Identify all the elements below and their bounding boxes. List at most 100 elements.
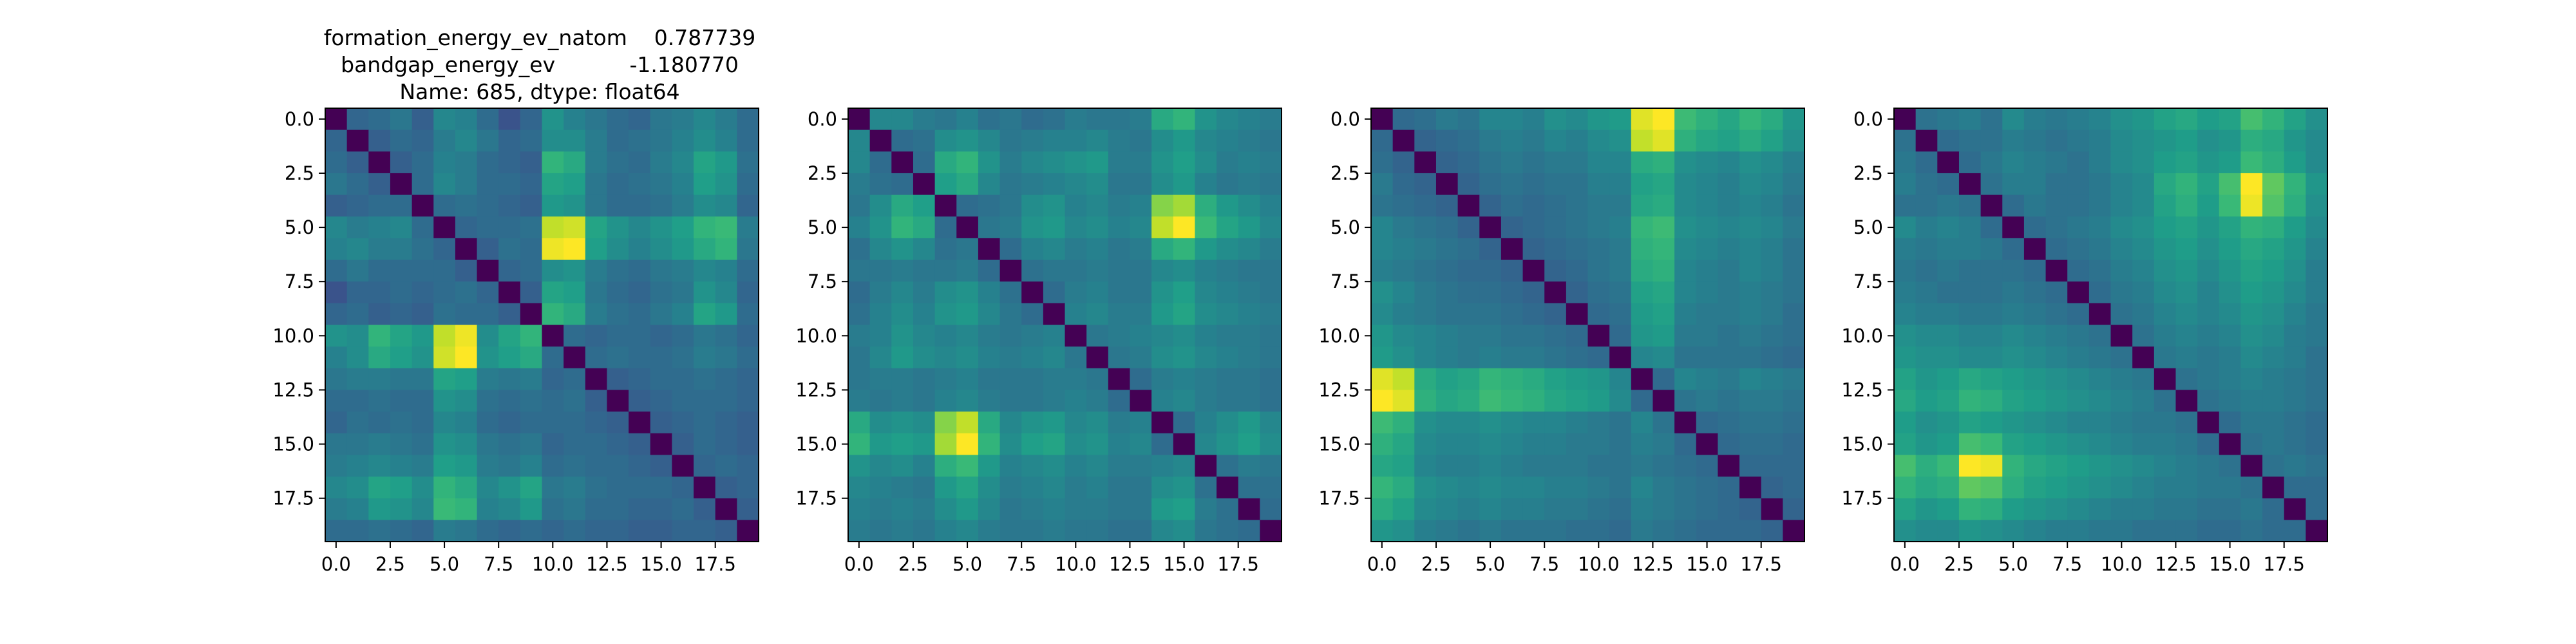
heatmap-cell bbox=[1086, 238, 1109, 261]
heatmap-cell bbox=[325, 303, 348, 326]
heatmap-cell bbox=[1522, 260, 1545, 282]
heatmap-cell bbox=[2154, 173, 2177, 196]
heatmap-cell bbox=[1151, 173, 1174, 196]
heatmap-cell bbox=[956, 433, 979, 455]
heatmap-cell bbox=[1108, 412, 1131, 434]
heatmap-cell bbox=[2197, 108, 2220, 131]
heatmap-cell bbox=[1718, 108, 1740, 131]
heatmap-cell bbox=[2088, 260, 2112, 282]
heatmap-cell bbox=[564, 216, 586, 239]
heatmap-cell bbox=[1108, 173, 1131, 196]
heatmap-cell bbox=[694, 281, 716, 304]
heatmap-cell bbox=[2154, 325, 2177, 347]
heatmap-cell bbox=[1718, 346, 1740, 369]
heatmap-cell bbox=[1718, 477, 1740, 499]
heatmap-cell bbox=[325, 412, 348, 434]
heatmap-cell bbox=[412, 281, 434, 304]
heatmap-cell bbox=[978, 325, 1001, 347]
heatmap-cell bbox=[2002, 477, 2025, 499]
heatmap-cell bbox=[1937, 412, 1960, 434]
heatmap-cell bbox=[694, 260, 716, 282]
heatmap-cell bbox=[564, 433, 586, 455]
heatmap-cell bbox=[607, 108, 629, 131]
heatmap-cell bbox=[2023, 368, 2047, 391]
heatmap-cell bbox=[1479, 412, 1502, 434]
heatmap-cell bbox=[1587, 455, 1610, 477]
heatmap-cell bbox=[2067, 477, 2090, 499]
heatmap-cell bbox=[629, 325, 651, 347]
heatmap-cell bbox=[999, 412, 1022, 434]
heatmap-cell bbox=[1739, 260, 1762, 282]
heatmap-cell bbox=[2175, 325, 2198, 347]
heatmap-cell bbox=[1217, 194, 1239, 217]
heatmap-cell bbox=[1238, 260, 1260, 282]
heatmap-cell bbox=[2175, 368, 2198, 391]
heatmap-cell bbox=[1783, 260, 1805, 282]
heatmap-cell bbox=[1043, 346, 1066, 369]
heatmap-cell bbox=[2175, 346, 2198, 369]
heatmap-cell bbox=[1958, 477, 1982, 499]
heatmap-cell bbox=[629, 520, 651, 542]
heatmap-cell bbox=[1130, 129, 1152, 152]
y-tick-label: 15.0 bbox=[272, 433, 314, 455]
heatmap-cell bbox=[1783, 520, 1805, 542]
heatmap-cell bbox=[1086, 412, 1109, 434]
heatmap-cell bbox=[2067, 346, 2090, 369]
heatmap-cell bbox=[1065, 108, 1087, 131]
figure-title: formation_energy_ev_natom 0.787739 bandg… bbox=[324, 25, 756, 104]
heatmap-cell bbox=[1544, 498, 1567, 520]
heatmap-cell bbox=[1173, 216, 1195, 239]
x-tick-label: 10.0 bbox=[2101, 553, 2143, 575]
heatmap-cell bbox=[715, 477, 737, 499]
heatmap-cell bbox=[978, 238, 1001, 261]
heatmap-cell bbox=[1260, 412, 1282, 434]
heatmap-cell bbox=[477, 346, 499, 369]
heatmap-cell bbox=[1173, 260, 1195, 282]
heatmap-cell bbox=[999, 498, 1022, 520]
heatmap-cell bbox=[455, 238, 478, 261]
x-tick-label: 12.5 bbox=[2155, 553, 2197, 575]
heatmap-cell bbox=[1980, 433, 2003, 455]
heatmap-cell bbox=[1108, 260, 1131, 282]
heatmap-cell bbox=[2154, 455, 2177, 477]
heatmap-cell bbox=[1915, 238, 1938, 261]
heatmap-cell bbox=[672, 477, 694, 499]
heatmap-cell bbox=[1217, 238, 1239, 261]
heatmap-cell bbox=[607, 498, 629, 520]
heatmap-cell bbox=[2045, 281, 2068, 304]
heatmap-cell bbox=[999, 216, 1022, 239]
heatmap-cell bbox=[2067, 194, 2090, 217]
heatmap-cell bbox=[1151, 108, 1174, 131]
heatmap-cell bbox=[1457, 498, 1480, 520]
heatmap-cell bbox=[715, 346, 737, 369]
heatmap-cell bbox=[2197, 433, 2220, 455]
heatmap-cell bbox=[585, 260, 608, 282]
heatmap-cell bbox=[1653, 433, 1675, 455]
heatmap-cell bbox=[2088, 216, 2112, 239]
heatmap-cell bbox=[1065, 520, 1087, 542]
heatmap-cell bbox=[2197, 498, 2220, 520]
x-tick-label: 15.0 bbox=[1686, 553, 1728, 575]
heatmap-cell bbox=[2154, 368, 2177, 391]
heatmap-cell bbox=[737, 194, 759, 217]
heatmap-cell bbox=[1479, 129, 1502, 152]
heatmap-cell bbox=[2306, 325, 2328, 347]
heatmap-cell bbox=[1130, 412, 1152, 434]
heatmap-cell bbox=[2175, 216, 2198, 239]
heatmap-cell bbox=[650, 520, 672, 542]
heatmap-cell bbox=[325, 129, 348, 152]
heatmap-cell bbox=[1653, 303, 1675, 326]
heatmap-cell bbox=[1195, 303, 1217, 326]
heatmap-cell bbox=[1609, 151, 1632, 174]
heatmap-cell bbox=[2132, 151, 2155, 174]
heatmap-cell bbox=[1392, 520, 1415, 542]
heatmap-cell bbox=[891, 477, 914, 499]
heatmap-cell bbox=[1392, 151, 1415, 174]
heatmap-cell bbox=[978, 108, 1001, 131]
heatmap-cell bbox=[2284, 108, 2306, 131]
heatmap-cell bbox=[2002, 129, 2025, 152]
heatmap-cell bbox=[2067, 325, 2090, 347]
heatmap-cell bbox=[1544, 194, 1567, 217]
heatmap-cell bbox=[607, 173, 629, 196]
heatmap-cell bbox=[1544, 151, 1567, 174]
